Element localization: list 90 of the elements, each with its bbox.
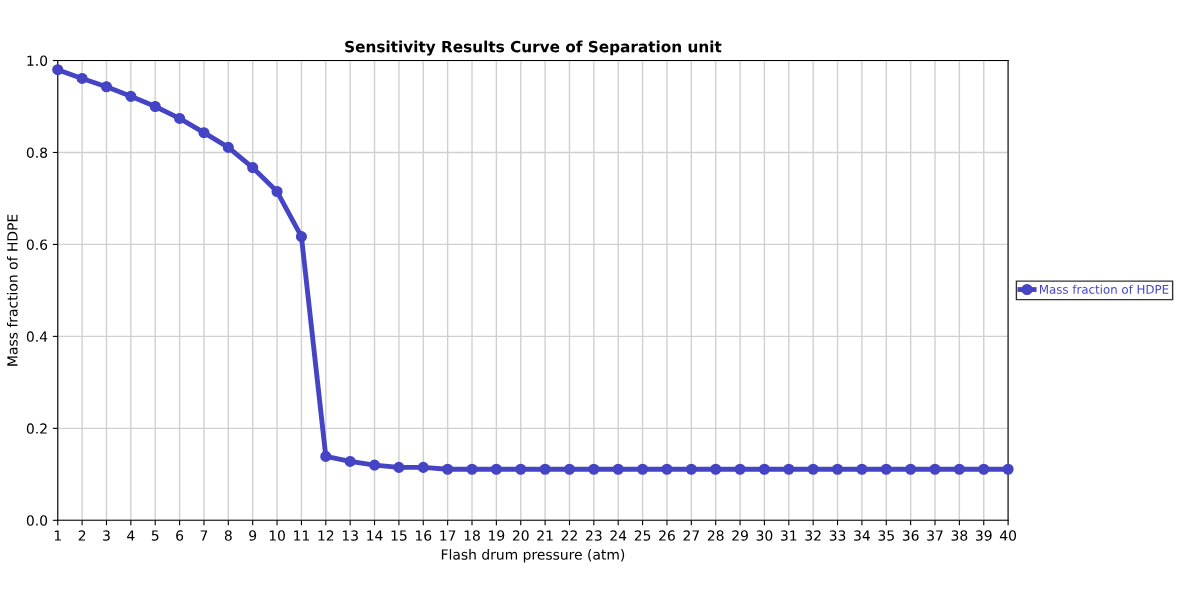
x-tick-label: 15 bbox=[391, 530, 407, 541]
x-tick-label: 3 bbox=[103, 530, 110, 541]
point bbox=[880, 463, 892, 475]
x-tick-label: 13 bbox=[342, 530, 358, 541]
x-tick-label: 19 bbox=[489, 530, 505, 541]
x-tick-label: 34 bbox=[854, 530, 870, 541]
point bbox=[612, 463, 624, 475]
x-tick-label: 11 bbox=[294, 530, 309, 541]
x-tick-label: 5 bbox=[151, 530, 159, 541]
x-tick-label: 10 bbox=[269, 530, 285, 541]
chart-title: Sensitivity Results Curve of Separation unit bbox=[345, 40, 722, 56]
point bbox=[588, 463, 600, 475]
x-tick-label: 31 bbox=[781, 530, 797, 541]
x-tick-label: 39 bbox=[975, 530, 992, 541]
x-tick-label: 27 bbox=[683, 530, 699, 541]
point bbox=[247, 162, 259, 174]
point bbox=[393, 461, 405, 473]
x-tick-label: 38 bbox=[951, 530, 968, 541]
point bbox=[417, 461, 429, 473]
y-tick-label: 1.0 bbox=[27, 55, 48, 66]
point bbox=[271, 185, 283, 198]
x-tick-label: 32 bbox=[805, 530, 821, 541]
point bbox=[905, 463, 917, 475]
y-tick-label: 0.4 bbox=[26, 331, 48, 342]
point bbox=[783, 463, 795, 475]
point bbox=[978, 463, 990, 475]
point bbox=[929, 463, 941, 475]
x-tick-label: 2 bbox=[78, 530, 86, 541]
x-tick-label: 40 bbox=[999, 530, 1017, 541]
point bbox=[734, 463, 746, 475]
point bbox=[563, 463, 576, 475]
x-tick-label: 21 bbox=[537, 530, 553, 541]
point bbox=[320, 450, 332, 462]
point bbox=[442, 463, 454, 475]
x-tick-label: 7 bbox=[200, 530, 208, 541]
x-tick-label: 22 bbox=[561, 530, 577, 541]
x-axis-title: Flash drum pressure (atm) bbox=[441, 549, 625, 563]
x-tick-label: 4 bbox=[127, 530, 135, 541]
point bbox=[637, 463, 649, 475]
point bbox=[344, 455, 356, 468]
x-tick-label: 1 bbox=[54, 530, 61, 541]
x-tick-label: 29 bbox=[732, 530, 748, 541]
point bbox=[125, 90, 137, 102]
point bbox=[368, 459, 381, 471]
point bbox=[222, 141, 234, 153]
x-tick-label: 28 bbox=[707, 530, 724, 541]
y-tick-label: 0.8 bbox=[26, 147, 48, 158]
x-tick-label: 37 bbox=[927, 530, 943, 541]
point bbox=[710, 463, 722, 475]
x-tick-label: 25 bbox=[634, 530, 651, 541]
point bbox=[52, 64, 64, 76]
point bbox=[539, 463, 551, 475]
x-tick-label: 18 bbox=[464, 530, 480, 541]
point bbox=[1002, 463, 1014, 475]
x-tick-label: 8 bbox=[224, 530, 232, 541]
x-tick-label: 20 bbox=[512, 530, 529, 541]
x-tick-label: 23 bbox=[586, 530, 602, 541]
point bbox=[515, 463, 527, 475]
x-tick-label: 26 bbox=[659, 530, 675, 541]
point bbox=[831, 463, 844, 475]
point bbox=[174, 112, 186, 124]
point bbox=[198, 127, 210, 139]
point bbox=[661, 463, 673, 475]
x-tick-label: 6 bbox=[176, 530, 184, 541]
x-tick-label: 33 bbox=[829, 530, 846, 541]
point bbox=[149, 100, 161, 113]
y-tick-label: 0.0 bbox=[26, 515, 48, 526]
point bbox=[466, 463, 478, 475]
point bbox=[685, 463, 697, 475]
x-tick-label: 24 bbox=[610, 530, 627, 541]
x-tick-label: 35 bbox=[878, 530, 894, 541]
x-tick-label: 14 bbox=[367, 530, 383, 541]
point bbox=[490, 463, 502, 475]
y-tick-label: 0.2 bbox=[26, 423, 47, 434]
point bbox=[100, 81, 113, 93]
point bbox=[76, 72, 88, 84]
x-tick-label: 9 bbox=[249, 530, 257, 541]
point bbox=[758, 463, 770, 475]
y-axis-title: Mass fraction of HDPE bbox=[6, 214, 18, 366]
y-tick-label: 0.6 bbox=[26, 239, 48, 250]
point bbox=[856, 463, 868, 475]
x-tick-label: 17 bbox=[440, 530, 456, 541]
x-tick-label: 16 bbox=[415, 530, 432, 541]
x-tick-label: 30 bbox=[756, 530, 773, 541]
point bbox=[953, 463, 965, 475]
point bbox=[295, 231, 307, 243]
point bbox=[807, 463, 819, 475]
legend-label: Mass fraction of HDPE bbox=[1040, 284, 1169, 294]
x-tick-label: 36 bbox=[902, 530, 919, 541]
x-tick-label: 12 bbox=[318, 530, 334, 541]
